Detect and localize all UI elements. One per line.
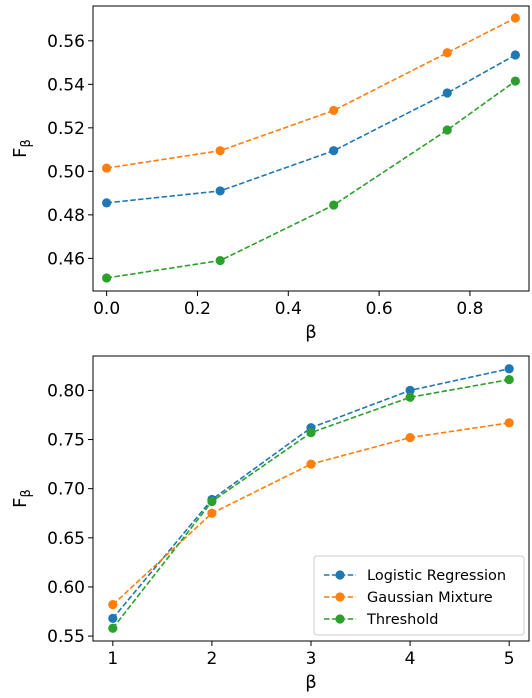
data-point	[442, 48, 452, 58]
series-line	[106, 54, 516, 204]
y-tick-label: 0.56	[47, 32, 85, 52]
data-point	[405, 385, 415, 395]
data-point	[504, 374, 514, 385]
x-axis-label: β	[305, 672, 317, 693]
series-line	[106, 17, 516, 169]
data-point	[504, 364, 514, 374]
y-tick-label: 0.80	[47, 381, 85, 401]
data-point	[102, 198, 112, 208]
data-point	[108, 600, 118, 610]
data-point	[306, 428, 316, 438]
data-point	[306, 459, 316, 469]
y-axis-label-main: F	[10, 497, 31, 507]
data-point	[215, 146, 225, 156]
x-tick-label: 0.6	[366, 299, 393, 319]
x-tick-label: 4	[405, 649, 416, 669]
y-tick-label: 0.75	[47, 431, 85, 451]
legend-label: Logistic Regression	[367, 568, 506, 584]
x-tick-label: 1	[107, 649, 118, 669]
data-point	[504, 418, 514, 428]
y-axis-label-subscript: β	[19, 489, 34, 497]
x-tick-label: 0.2	[184, 299, 211, 319]
y-tick-label: 0.46	[47, 249, 85, 269]
series-threshold	[108, 374, 514, 633]
x-tick-label: 2	[206, 649, 217, 669]
data-point	[207, 496, 217, 507]
y-tick-label: 0.48	[47, 206, 85, 226]
legend-entry: Logistic Regression	[324, 568, 506, 584]
series-logistic-regression	[102, 50, 520, 208]
legend-label: Gaussian Mixture	[367, 590, 493, 606]
y-axis-label-subscript: β	[19, 139, 34, 147]
legend-marker	[335, 570, 345, 580]
series-line	[106, 80, 516, 279]
data-point	[102, 273, 112, 283]
y-tick-label: 0.60	[47, 578, 85, 598]
x-tick-label: 0.4	[275, 299, 302, 319]
legend-box	[313, 555, 525, 636]
x-tick-label: 3	[306, 649, 317, 669]
legend: Logistic Regression Gaussian Mixture Thres…	[313, 555, 525, 636]
y-axis-label: Fβ	[10, 489, 34, 508]
data-point	[207, 508, 217, 518]
y-tick-label: 0.70	[47, 480, 85, 500]
x-axis-label: β	[305, 322, 317, 343]
data-point	[215, 255, 225, 266]
data-point	[102, 163, 112, 173]
y-tick-label: 0.55	[47, 627, 85, 647]
chart-1: 0.46 0.48 0.50 0.52 0.54 0.56 0.0 0.2 0.4 0.6 0.8 β…	[10, 5, 530, 343]
y-tick-label: 0.54	[47, 75, 85, 95]
legend-marker	[335, 592, 345, 602]
x-tick-label: 0.8	[456, 299, 483, 319]
data-point	[108, 613, 118, 623]
data-point	[108, 623, 118, 633]
series-threshold	[102, 76, 520, 283]
y-axis-label-main: F	[10, 147, 31, 157]
x-tick-label: 5	[504, 649, 515, 669]
y-axis-label: Fβ	[10, 139, 34, 158]
data-point	[329, 146, 339, 156]
data-point	[510, 13, 520, 23]
y-tick-label: 0.50	[47, 162, 85, 182]
chart-2: 0.550.600.650.700.750.801 2 3 4 5βFβLogistic…	[10, 355, 530, 693]
legend-label: Threshold	[366, 612, 438, 628]
y-tick-label: 0.52	[47, 119, 85, 139]
data-point	[405, 432, 415, 443]
legend-marker	[335, 614, 345, 624]
data-point	[329, 105, 339, 116]
plot-frame	[92, 5, 530, 292]
legend-entry: Gaussian Mixture	[324, 590, 493, 606]
data-point	[510, 50, 520, 60]
legend-entry: Threshold	[324, 612, 438, 628]
data-point	[215, 186, 225, 196]
data-point	[405, 392, 415, 402]
data-point	[510, 76, 520, 86]
data-point	[329, 200, 339, 210]
series-gaussian-mixture	[102, 13, 520, 173]
data-point	[442, 88, 452, 98]
data-point	[442, 125, 452, 135]
y-tick-label: 0.65	[47, 529, 85, 549]
x-tick-label: 0.0	[93, 299, 120, 319]
